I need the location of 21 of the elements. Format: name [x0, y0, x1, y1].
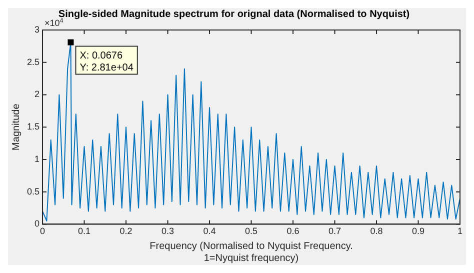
y-tick-label: 0 [34, 218, 40, 229]
x-tick-label: 0.3 [162, 226, 174, 236]
y-tick-label: 0.5 [26, 186, 40, 196]
x-tick-label: 0.8 [370, 226, 383, 236]
y-axis-title: Magnitude [10, 103, 22, 150]
y-tick-label: 1.5 [26, 122, 40, 132]
y-tick-label: 2 [34, 89, 40, 100]
x-tick-label: 0.6 [286, 226, 300, 236]
x-tick-label: 1 [457, 226, 463, 236]
y-tick-label: 1 [34, 154, 40, 164]
x-tick-label: 0.4 [203, 226, 216, 236]
x-tick-label: 0.1 [78, 226, 91, 236]
annotation: X: 0.0676 Y: 2.81e+04 [80, 50, 134, 74]
x-tick-label: 0.5 [245, 226, 258, 236]
chart-title: Single-sided Magnitude spectrum for orignal data (Normalised to Nyquist) [58, 8, 410, 20]
x-tick-label: 0.9 [412, 226, 425, 236]
y-tick-label: 2.5 [26, 56, 40, 67]
x-tick-label: 0.2 [120, 226, 132, 236]
x-axis-title: Frequency (Normalised to Nyquist Frequency. 1=Nyquist frequency) [150, 240, 353, 264]
x-tick-label: 0.7 [328, 226, 342, 236]
y-tick-label: 3 [34, 24, 40, 34]
